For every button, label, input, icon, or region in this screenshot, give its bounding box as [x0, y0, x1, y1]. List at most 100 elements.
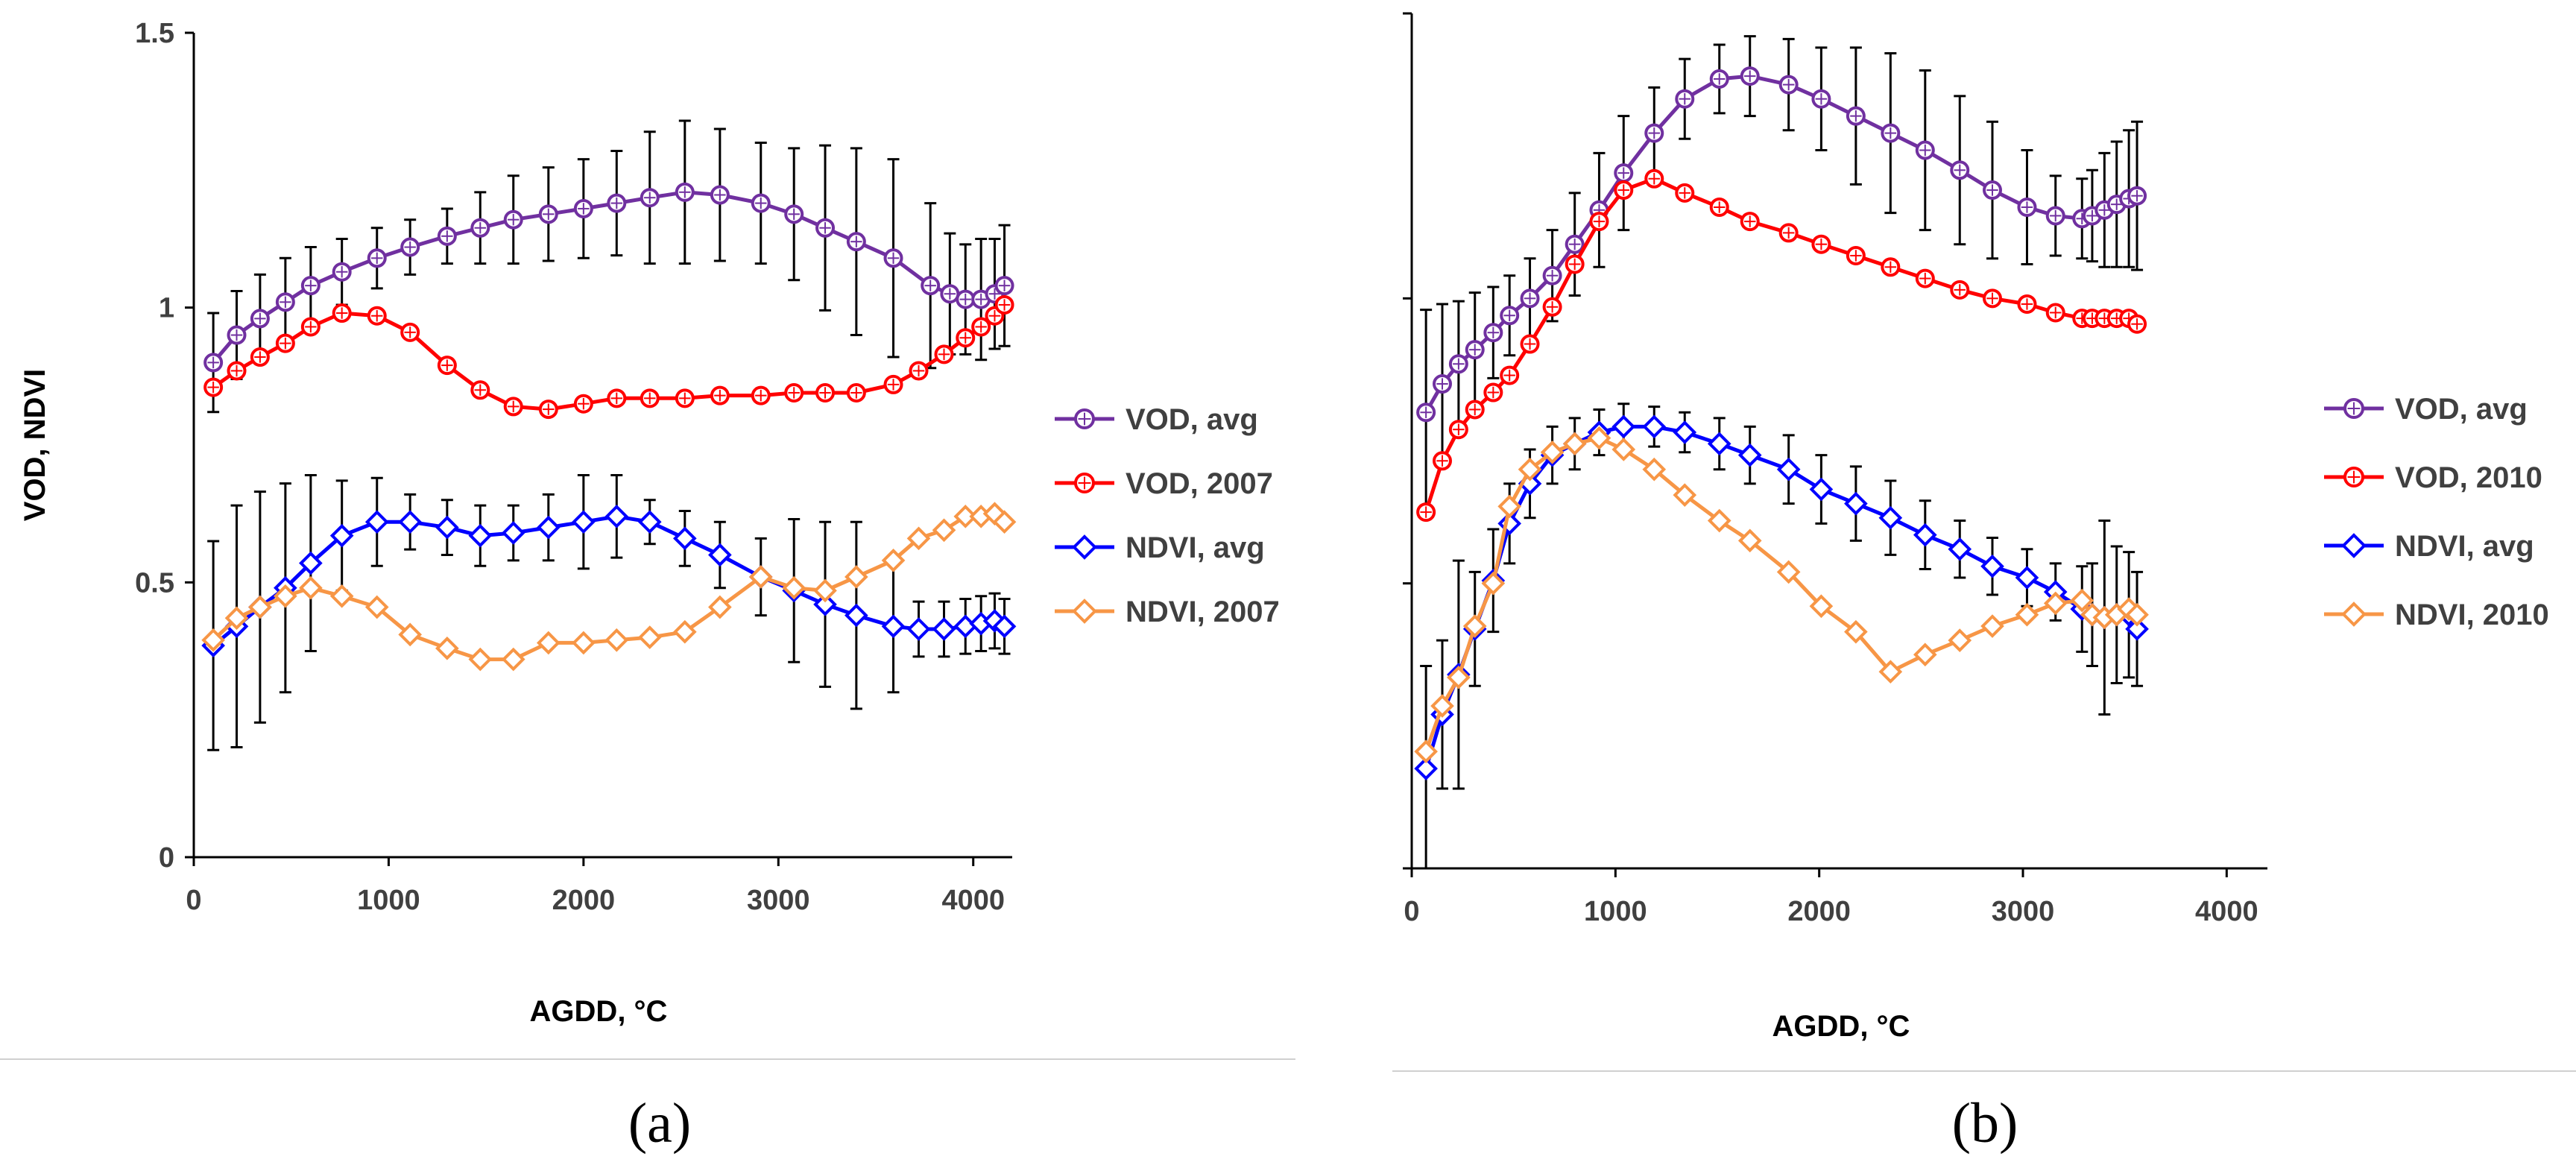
legend-label: VOD, 2007 — [1126, 467, 1273, 500]
y-axis-title: VOD, NDVI — [19, 369, 51, 521]
data-point — [1642, 457, 1667, 482]
data-point — [932, 518, 956, 543]
data-point — [881, 549, 906, 572]
x-tick-label: 3000 — [1992, 896, 2055, 927]
data-point — [1587, 426, 1611, 450]
data-point — [1980, 614, 2004, 638]
data-point — [2125, 602, 2149, 627]
data-point — [501, 647, 525, 672]
legend-label: NDVI, 2010 — [2395, 599, 2549, 631]
data-point — [2043, 591, 2068, 616]
data-point — [364, 595, 389, 619]
data-point — [748, 565, 773, 589]
y-tick-label: 1.5 — [135, 18, 174, 49]
x-tick-label: 0 — [1404, 896, 1419, 927]
x-tick-label: 2000 — [552, 885, 616, 916]
data-point — [637, 510, 662, 534]
x-tick-label: 4000 — [2195, 896, 2258, 927]
x-ticks: 0 1000 2000 3000 4000 — [186, 857, 1005, 916]
data-point — [708, 543, 732, 567]
data-point — [1562, 432, 1587, 456]
y-ticks — [1403, 12, 1412, 870]
data-point — [1481, 571, 1506, 596]
legend-label: NDVI, avg — [1126, 531, 1265, 564]
data-point — [1430, 694, 1454, 718]
data-point — [1673, 420, 1697, 444]
data-point — [1447, 666, 1471, 689]
data-point — [468, 523, 493, 548]
x-tick-label: 1000 — [357, 885, 420, 916]
legend-marker — [1072, 534, 1097, 560]
data-point — [329, 523, 354, 548]
legend-label: NDVI, avg — [2395, 530, 2534, 563]
data-point — [708, 595, 732, 619]
data-point — [248, 595, 272, 619]
data-point — [881, 614, 906, 639]
data-point — [1776, 560, 1801, 584]
data-point — [1913, 643, 1937, 667]
data-point — [1518, 457, 1542, 482]
legend-label: VOD, 2010 — [2395, 461, 2542, 494]
data-point — [1611, 414, 1636, 439]
plot-area — [201, 119, 1017, 751]
data-point — [201, 628, 225, 652]
x-tick-label: 1000 — [1584, 896, 1647, 927]
y-ticks: 0 0.5 1 1.5 — [135, 18, 194, 874]
data-point — [1414, 739, 1438, 764]
panel-b: AGDD, °C 0 1000 2000 3000 4000 VOD, avgVOD, … — [1392, 12, 2576, 1155]
data-point — [1611, 438, 1636, 461]
data-point — [992, 510, 1017, 534]
data-point — [1948, 537, 1972, 561]
data-point — [2015, 566, 2039, 590]
data-point — [398, 510, 423, 534]
data-point — [1809, 477, 1834, 502]
data-point — [1462, 614, 1487, 638]
series-line — [212, 190, 1006, 364]
data-point — [637, 625, 662, 649]
data-point — [468, 647, 493, 672]
data-point — [299, 551, 323, 575]
data-point — [845, 565, 868, 589]
x-tick-label: 0 — [186, 885, 201, 916]
data-point — [845, 603, 868, 628]
data-point — [1980, 554, 2004, 578]
x-axis-title: AGDD, °C — [530, 995, 668, 1028]
data-point — [329, 584, 354, 608]
data-point — [398, 622, 423, 647]
data-point — [1776, 457, 1801, 482]
data-point — [572, 631, 596, 655]
x-tick-label: 3000 — [747, 885, 810, 916]
series-line — [212, 303, 1006, 411]
data-point — [604, 505, 629, 528]
data-point — [364, 510, 389, 534]
data-point — [1878, 660, 1903, 684]
x-tick-label: 4000 — [941, 885, 1005, 916]
legend-marker — [1072, 599, 1097, 624]
data-point — [1642, 414, 1667, 439]
data-point — [536, 515, 561, 540]
data-point — [501, 521, 525, 545]
data-point — [1673, 483, 1697, 507]
data-point — [906, 526, 931, 551]
legend-marker — [2341, 602, 2367, 627]
data-point — [1878, 505, 1903, 530]
data-point — [1737, 528, 1762, 553]
data-point — [1844, 619, 1868, 644]
data-point — [604, 628, 629, 652]
data-point — [1540, 440, 1565, 464]
data-point — [672, 526, 697, 551]
data-point — [782, 575, 806, 600]
data-point — [2125, 617, 2149, 641]
panel-label-a: (a) — [628, 1092, 691, 1155]
legend: VOD, avg VOD, 2007 NDVI, avg NDVI, 2007 — [1055, 403, 1280, 628]
data-point — [1497, 494, 1522, 519]
data-point — [572, 510, 596, 534]
data-point — [299, 575, 323, 600]
data-point — [906, 617, 931, 641]
panel-label-b: (b) — [1952, 1092, 2018, 1155]
legend-label: VOD, avg — [2395, 393, 2528, 426]
data-point — [274, 584, 297, 608]
data-point — [1707, 508, 1731, 533]
